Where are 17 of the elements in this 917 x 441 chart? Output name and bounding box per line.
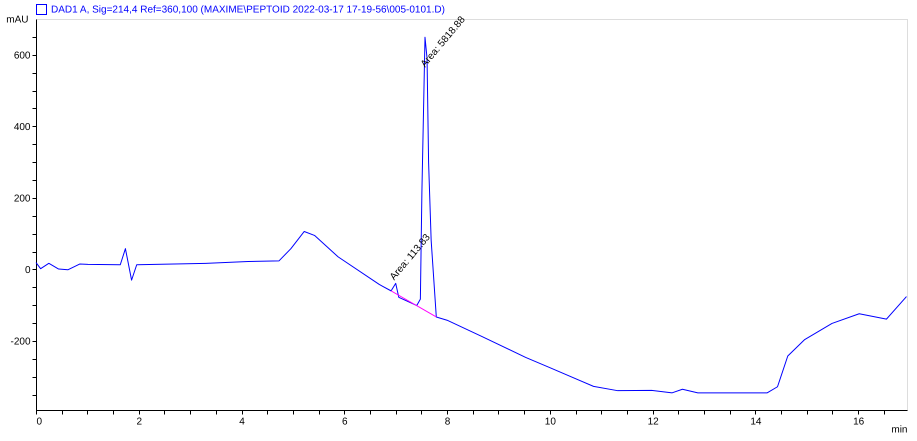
y-axis-title: mAU: [6, 14, 28, 26]
x-tick-label: 10: [544, 416, 556, 428]
x-axis-title: min: [891, 424, 908, 436]
y-tick-label: -200: [10, 336, 31, 348]
x-tick-label: 14: [750, 416, 762, 428]
legend-label: DAD1 A, Sig=214,4 Ref=360,100 (MAXIME\PEPTOID 2022-03-17 17-19-56\005-0101.D): [51, 4, 445, 16]
x-tick-label: 8: [444, 416, 451, 428]
y-tick-label: 400: [14, 122, 31, 133]
x-tick-label: 6: [342, 416, 348, 428]
y-tick-label: 0: [24, 264, 31, 276]
y-tick-label: 200: [14, 193, 31, 204]
x-tick-label: 2: [136, 416, 142, 428]
x-tick-label: 0: [36, 416, 42, 428]
y-tick-label: 600: [14, 50, 31, 62]
x-tick-label: 4: [239, 416, 246, 428]
x-tick-label: 16: [853, 416, 865, 428]
x-tick-label: 12: [648, 416, 660, 428]
